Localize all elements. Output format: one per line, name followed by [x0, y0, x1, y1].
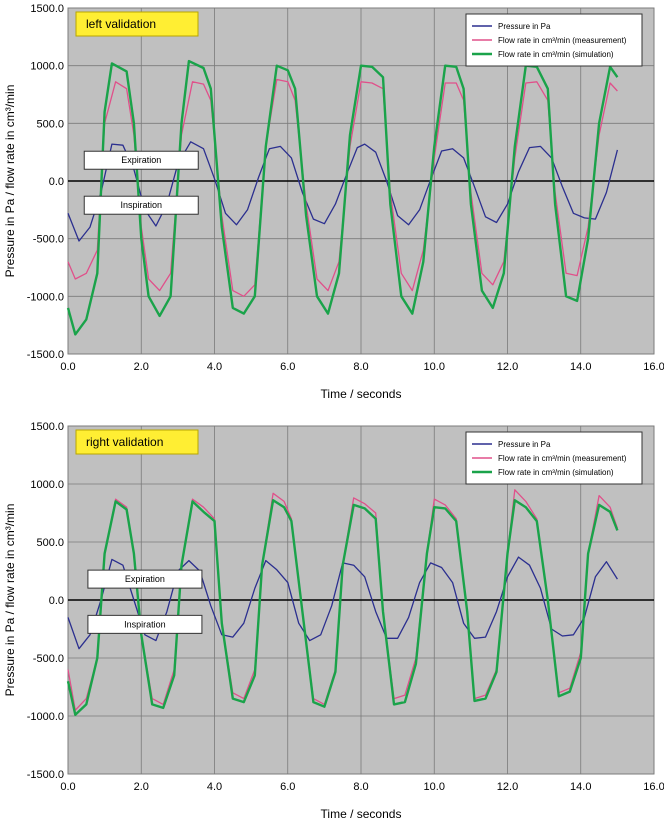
x-axis-title: Time / seconds — [321, 387, 402, 401]
x-tick-label: 14.0 — [570, 781, 591, 793]
y-tick-label: -500.0 — [33, 653, 64, 665]
y-tick-label: -1500.0 — [27, 349, 64, 361]
legend: Pressure in Pa Flow rate in cm³/min (meas… — [465, 431, 643, 485]
annotation-box — [87, 569, 203, 589]
x-tick-label: 2.0 — [134, 781, 149, 793]
annotation-expiration: Expiration — [121, 155, 161, 165]
panel-badge — [75, 429, 199, 455]
x-tick-label: 0.0 — [60, 361, 75, 373]
y-tick-label: 500.0 — [36, 118, 64, 130]
y-axis-title: Pressure in Pa / flow rate in cm³/min — [3, 504, 17, 697]
legend-label: Pressure in Pa — [498, 22, 551, 31]
y-tick-label: 1000.0 — [30, 61, 64, 73]
y-tick-label: -1000.0 — [27, 291, 64, 303]
x-tick-label: 2.0 — [134, 361, 149, 373]
annotation-box — [87, 614, 203, 634]
legend-label: Flow rate in cm³/min (measurement) — [498, 454, 627, 463]
x-tick-label: 4.0 — [207, 361, 222, 373]
x-tick-label: 14.0 — [570, 361, 591, 373]
y-tick-label: 1500.0 — [30, 421, 64, 433]
x-tick-label: 16.0 — [643, 781, 664, 793]
panel-badge-label: left validation — [86, 17, 156, 31]
legend: Pressure in Pa Flow rate in cm³/min (meas… — [465, 13, 643, 67]
x-tick-label: 10.0 — [424, 361, 445, 373]
legend-label: Pressure in Pa — [498, 440, 551, 449]
panel-badge — [75, 11, 199, 37]
y-tick-label: -500.0 — [33, 234, 64, 246]
annotation-expiration: Expiration — [125, 574, 165, 584]
x-tick-label: 4.0 — [207, 781, 222, 793]
x-tick-label: 16.0 — [643, 361, 664, 373]
x-tick-label: 12.0 — [497, 781, 518, 793]
chart-panel-1: 1500.0 1000.0 500.0 0.0 -500.0 -1000.0 -1500.0… — [3, 3, 664, 401]
x-tick-label: 6.0 — [280, 361, 295, 373]
annotation-inspiration: Inspiration — [124, 619, 166, 629]
x-tick-label: 8.0 — [353, 361, 368, 373]
x-tick-label: 8.0 — [353, 781, 368, 793]
x-tick-label: 0.0 — [60, 781, 75, 793]
x-axis-title: Time / seconds — [321, 807, 402, 821]
y-tick-label: 0.0 — [49, 176, 64, 188]
y-tick-label: 500.0 — [36, 537, 64, 549]
annotation-box — [83, 150, 199, 170]
legend-box — [465, 13, 643, 67]
y-tick-label: 1000.0 — [30, 479, 64, 491]
legend-label: Flow rate in cm³/min (measurement) — [498, 36, 627, 45]
x-tick-label: 6.0 — [280, 781, 295, 793]
x-tick-label: 10.0 — [424, 781, 445, 793]
legend-box — [465, 431, 643, 485]
legend-label: Flow rate in cm³/min (simulation) — [498, 50, 614, 59]
y-tick-label: -1500.0 — [27, 769, 64, 781]
y-axis-title: Pressure in Pa / flow rate in cm³/min — [3, 85, 17, 278]
x-tick-label: 12.0 — [497, 361, 518, 373]
legend-label: Flow rate in cm³/min (simulation) — [498, 468, 614, 477]
chart-panel-2: 1500.0 1000.0 500.0 0.0 -500.0 -1000.0 -1500.0… — [3, 421, 664, 821]
series-line-3 — [66, 499, 619, 716]
y-tick-label: 1500.0 — [30, 3, 64, 15]
y-tick-label: -1000.0 — [27, 711, 64, 723]
annotation-inspiration: Inspiration — [120, 200, 162, 210]
annotation-box — [83, 195, 199, 215]
y-tick-label: 0.0 — [49, 595, 64, 607]
panel-badge-label: right validation — [86, 435, 163, 449]
